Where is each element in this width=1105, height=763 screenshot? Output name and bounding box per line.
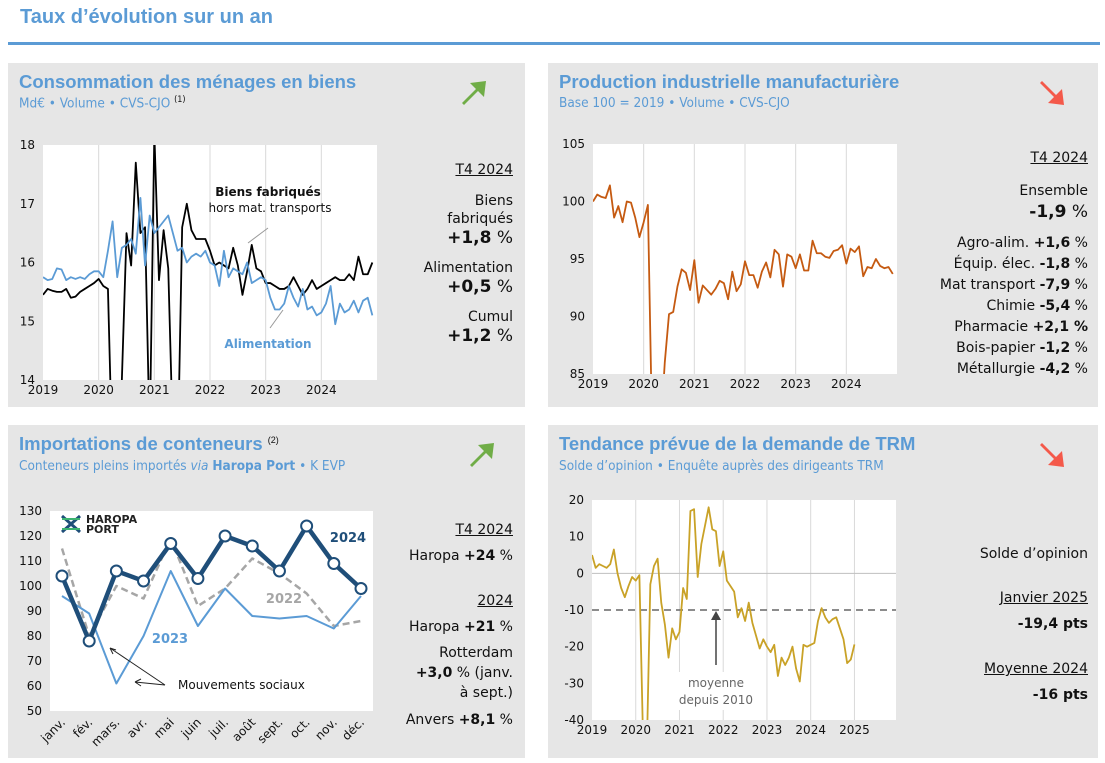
side-stats: T4 2024 Biens fabriqués +1,8 % Alimentat… xyxy=(424,163,513,345)
sector-row: Pharmacie +2,1 % xyxy=(940,317,1088,338)
stat-unit: % xyxy=(491,326,513,346)
stat-unit: % xyxy=(491,277,513,297)
stat-value: -1,2 xyxy=(1039,340,1071,356)
stat-label: Pharmacie xyxy=(954,319,1033,335)
panel-title: Importations de conteneurs (2) xyxy=(19,433,279,455)
stat-value: -5,4 xyxy=(1039,298,1071,314)
side-stats: Solde d’opinion Janvier 2025 -19,4 pts M… xyxy=(980,547,1088,702)
stat-value: +1,6 xyxy=(1033,235,1071,251)
arrow-down-right-icon xyxy=(1040,81,1064,105)
footnote: (1) xyxy=(174,95,186,105)
stat-value: -7,9 xyxy=(1039,277,1071,293)
stat-value: +21 xyxy=(464,619,496,635)
side-stats: T4 2024 Haropa +24 % 2024 Haropa +21 % R… xyxy=(406,520,513,730)
stat-label: fabriqués xyxy=(447,211,513,227)
period-label: T4 2024 xyxy=(455,162,513,178)
stat-value: +8,1 xyxy=(458,712,496,728)
stat-label: Chimie xyxy=(986,298,1040,314)
title-divider xyxy=(8,42,1100,45)
stat-label: Équip. élec. xyxy=(953,256,1040,272)
stat-value: +1,8 xyxy=(447,228,492,248)
period-label: Moyenne 2024 xyxy=(984,661,1088,677)
panel-subtitle: Base 100 = 2019 • Volume • CVS-CJO xyxy=(559,95,790,111)
stat-unit: % xyxy=(1070,361,1088,377)
subtitle-text: Conteneurs pleins importés xyxy=(19,458,191,474)
panel-title: Tendance prévue de la demande de TRM xyxy=(559,433,916,454)
panel-title: Consommation des ménages en biens xyxy=(19,71,357,92)
period-label: T4 2024 xyxy=(455,522,513,538)
arrow-up-right-icon xyxy=(470,443,494,467)
side-stats: T4 2024 Ensemble -1,9 % Agro-alim. +1,6 … xyxy=(940,148,1088,380)
stat-label: Mat transport xyxy=(939,277,1040,293)
sector-list: Agro-alim. +1,6 % Équip. élec. -1,8 % Mat … xyxy=(940,233,1088,380)
stat-label: Solde d’opinion xyxy=(979,546,1088,562)
subtitle-text: Md€ • Volume • CVS-CJO xyxy=(19,95,171,112)
stat-value: -4,2 xyxy=(1039,361,1071,377)
sector-row: Bois-papier -1,2 % xyxy=(940,338,1088,359)
stat-label: Alimentation xyxy=(423,260,513,276)
panel-consommation: Consommation des ménages en biens Md€ • … xyxy=(8,63,525,407)
subtitle-port: Haropa Port xyxy=(212,458,296,474)
stat-value: -16 pts xyxy=(1032,687,1088,703)
stat-label: Anvers xyxy=(405,712,459,728)
stat-unit: % xyxy=(1070,235,1088,251)
sector-row: Mat transport -7,9 % xyxy=(940,275,1088,296)
stat-value: +1,2 xyxy=(447,326,492,346)
stat-value: +24 xyxy=(464,548,496,564)
title-text: Importations de conteneurs xyxy=(19,433,263,454)
stat-label: Agro-alim. xyxy=(957,235,1034,251)
footnote: (2) xyxy=(267,434,279,445)
page-title: Taux d’évolution sur un an xyxy=(20,6,273,28)
stat-unit: % xyxy=(1070,277,1088,293)
stat-unit: % xyxy=(491,228,513,248)
sector-row: Chimie -5,4 % xyxy=(940,296,1088,317)
stat-unit: % xyxy=(1066,202,1088,222)
stat-unit: % xyxy=(1070,298,1088,314)
subtitle-unit: • K EVP xyxy=(295,458,346,474)
stat-label: Haropa xyxy=(408,548,465,564)
arrow-down-right-icon xyxy=(1040,443,1064,467)
sector-row: Métallurgie -4,2 % xyxy=(940,359,1088,380)
panel-conteneurs: Importations de conteneurs (2) Conteneur… xyxy=(8,425,525,758)
panel-trm: Tendance prévue de la demande de TRM Sol… xyxy=(548,425,1098,758)
period-label: T4 2024 xyxy=(1030,150,1088,166)
stat-value: +2,1 % xyxy=(1032,319,1088,335)
stat-label: Cumul xyxy=(467,309,513,325)
subtitle-via: via xyxy=(190,458,209,474)
stat-unit: % xyxy=(495,548,513,564)
stat-unit: % xyxy=(1070,340,1088,356)
arrow-up-right-icon xyxy=(462,81,486,105)
panel-subtitle: Md€ • Volume • CVS-CJO (1) xyxy=(19,95,186,112)
panel-production: Production industrielle manufacturière B… xyxy=(548,63,1098,407)
stat-label: Haropa xyxy=(408,619,465,635)
stat-value: +3,0 xyxy=(415,665,453,681)
stat-value: +0,5 xyxy=(447,277,492,297)
stat-unit: % xyxy=(495,619,513,635)
stat-label: Métallurgie xyxy=(956,361,1040,377)
panel-subtitle: Conteneurs pleins importés via Haropa Po… xyxy=(19,458,345,474)
stat-unit: % (janv. xyxy=(452,665,513,681)
period-label: Janvier 2025 xyxy=(999,590,1088,606)
panel-title: Production industrielle manufacturière xyxy=(559,71,900,92)
sector-row: Agro-alim. +1,6 % xyxy=(940,233,1088,254)
period-label: 2024 xyxy=(477,593,513,609)
stat-value: -19,4 pts xyxy=(1017,616,1088,632)
stat-value: -1,8 xyxy=(1039,256,1071,272)
panel-subtitle: Solde d’opinion • Enquête auprès des dir… xyxy=(559,458,884,474)
stat-label: Rotterdam xyxy=(439,645,513,661)
stat-label: Bois-papier xyxy=(956,340,1040,356)
stat-note: à sept.) xyxy=(459,685,513,701)
stat-unit: % xyxy=(1070,256,1088,272)
stat-label: Ensemble xyxy=(1019,183,1088,199)
stat-value: -1,9 xyxy=(1029,202,1067,222)
stat-label: Biens xyxy=(474,193,513,209)
stat-unit: % xyxy=(495,712,513,728)
sector-row: Équip. élec. -1,8 % xyxy=(940,254,1088,275)
